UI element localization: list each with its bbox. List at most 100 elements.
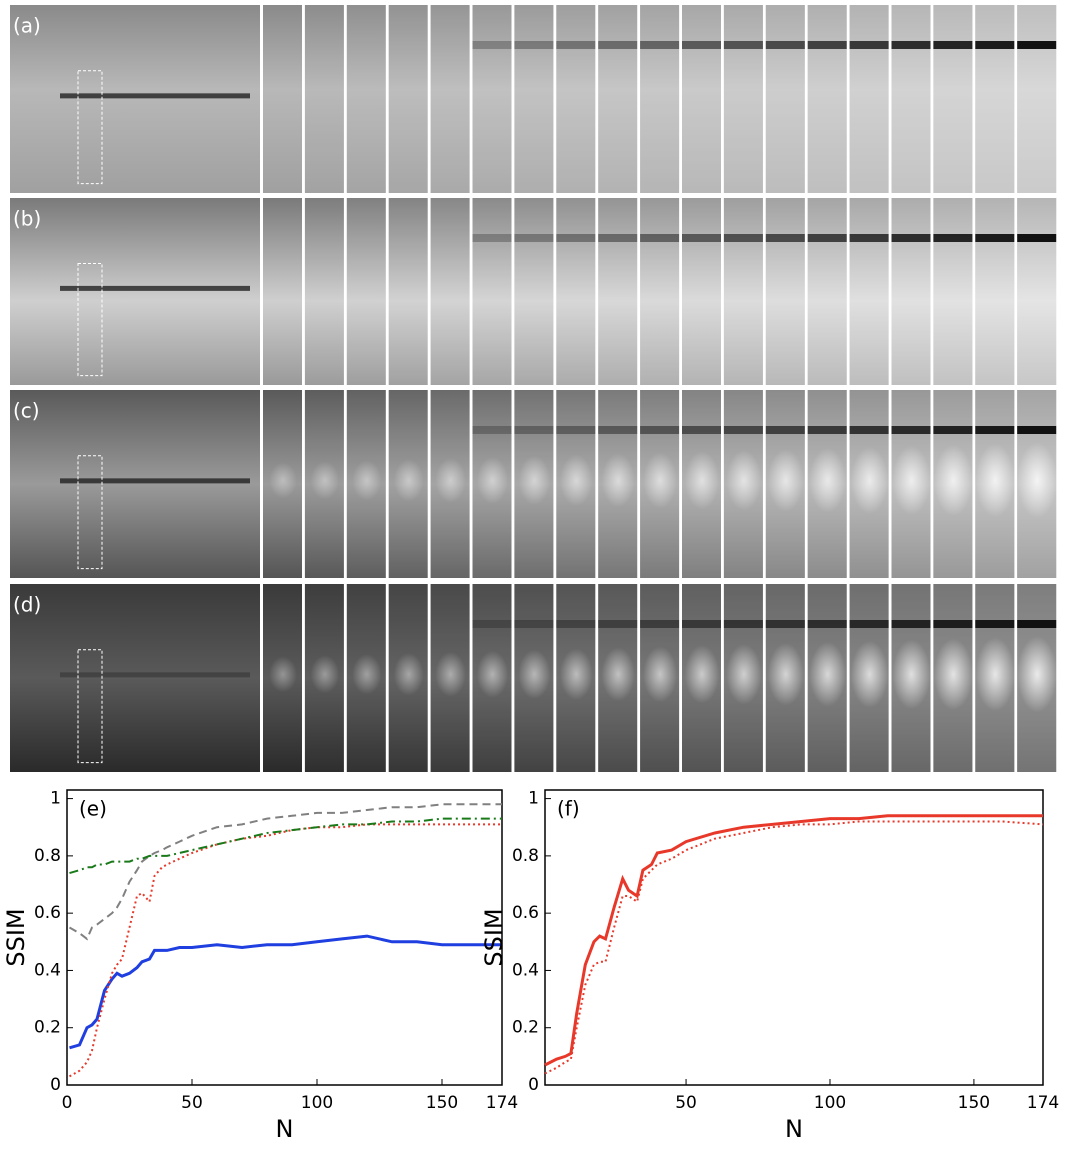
strip-beam xyxy=(933,234,973,242)
strip-glow xyxy=(518,649,551,699)
strip-beam xyxy=(807,620,847,628)
strip-brighten xyxy=(430,198,470,385)
reconstruction-strip xyxy=(640,5,680,193)
reconstruction-strip xyxy=(263,198,302,385)
strip-beam xyxy=(975,234,1015,242)
strip-glow xyxy=(809,447,847,513)
strip-glow xyxy=(892,639,931,709)
strip-glow xyxy=(435,457,466,503)
reconstruction-strip xyxy=(346,5,386,193)
strip-glow xyxy=(809,641,847,707)
panel-label: (c) xyxy=(13,399,40,423)
reconstruction-strip xyxy=(304,198,344,385)
reconstruction-strip xyxy=(891,198,931,385)
reconstruction-strip xyxy=(514,5,554,193)
strip-brighten xyxy=(682,5,721,193)
strip-beam xyxy=(682,620,721,628)
strip-brighten xyxy=(682,198,721,385)
strip-beam xyxy=(556,426,596,434)
reconstruction-strip xyxy=(388,5,428,193)
strip-brighten xyxy=(723,5,763,193)
strip-brighten xyxy=(346,198,386,385)
strip-beam xyxy=(514,234,554,242)
series-line xyxy=(69,934,502,1050)
strip-brighten xyxy=(849,5,889,193)
strip-beam xyxy=(765,41,805,49)
dark-beam xyxy=(60,672,250,678)
strip-glow xyxy=(393,652,424,696)
strip-beam xyxy=(472,41,512,49)
panel-label: (a) xyxy=(13,14,41,38)
y-tick-label: 0.6 xyxy=(34,903,61,923)
reconstruction-strip xyxy=(430,5,470,193)
x-tick-label: 174 xyxy=(1027,1093,1059,1113)
strip-glow xyxy=(850,640,889,708)
reconstruction-strip xyxy=(1017,198,1057,385)
roi-box xyxy=(77,455,103,570)
strip-glow xyxy=(892,445,931,515)
reconstruction-strip xyxy=(723,5,763,193)
scene-image xyxy=(10,584,260,772)
scene-image xyxy=(10,5,260,193)
reconstruction-strip xyxy=(1017,5,1057,193)
strip-glow xyxy=(435,651,466,697)
reconstruction-strip xyxy=(556,5,596,193)
strip-brighten xyxy=(556,5,596,193)
roi-box xyxy=(77,262,103,377)
strip-glow xyxy=(934,638,973,711)
strip-glow xyxy=(476,456,509,504)
reconstruction-strip xyxy=(304,5,344,193)
strip-beam xyxy=(598,426,638,434)
x-axis-label: N xyxy=(276,1115,294,1143)
panel-label: (d) xyxy=(13,593,41,617)
reconstruction-strip xyxy=(975,198,1015,385)
reconstruction-strip xyxy=(388,198,428,385)
strip-brighten xyxy=(891,198,931,385)
strip-beam xyxy=(640,41,680,49)
strip-brighten xyxy=(514,5,554,193)
strip-brighten xyxy=(346,5,386,193)
strip-beam xyxy=(933,41,973,49)
y-tick-label: 0.8 xyxy=(512,846,539,866)
strip-glow xyxy=(934,444,973,517)
strip-brighten xyxy=(598,198,638,385)
strip-beam xyxy=(598,234,638,242)
strip-brighten xyxy=(849,198,889,385)
y-tick-label: 0 xyxy=(528,1075,539,1095)
panel-label: (b) xyxy=(13,207,41,231)
strip-beam xyxy=(514,426,554,434)
strip-glow xyxy=(559,454,593,507)
strip-beam xyxy=(807,234,847,242)
reconstruction-strip xyxy=(933,198,973,385)
strip-brighten xyxy=(472,5,512,193)
strip-glow xyxy=(726,450,762,511)
strip-brighten xyxy=(933,198,973,385)
strip-brighten xyxy=(640,5,680,193)
strip-brighten xyxy=(723,198,763,385)
y-tick-label: 1 xyxy=(528,789,539,809)
reconstruction-strip xyxy=(807,5,847,193)
y-tick-label: 1 xyxy=(50,789,61,809)
strip-beam xyxy=(891,41,931,49)
strip-beam xyxy=(723,234,763,242)
scene-image xyxy=(10,198,260,385)
strip-glow xyxy=(559,648,593,701)
strip-glow xyxy=(1017,442,1058,519)
roi-box xyxy=(77,70,103,185)
y-tick-label: 0.4 xyxy=(34,960,61,980)
strip-beam xyxy=(514,41,554,49)
strip-beam xyxy=(1017,234,1057,242)
reconstruction-strip xyxy=(807,198,847,385)
strip-glow xyxy=(975,443,1015,518)
reconstruction-strip xyxy=(933,5,973,193)
reconstruction-strip xyxy=(849,198,889,385)
reconstruction-strip xyxy=(472,198,512,385)
strip-glow xyxy=(352,460,382,501)
strip-brighten xyxy=(472,198,512,385)
dark-beam xyxy=(60,285,250,291)
strip-brighten xyxy=(305,198,344,385)
strip-beam xyxy=(849,41,889,49)
strip-glow xyxy=(767,448,804,512)
strip-glow xyxy=(310,655,340,694)
strip-brighten xyxy=(765,5,805,193)
